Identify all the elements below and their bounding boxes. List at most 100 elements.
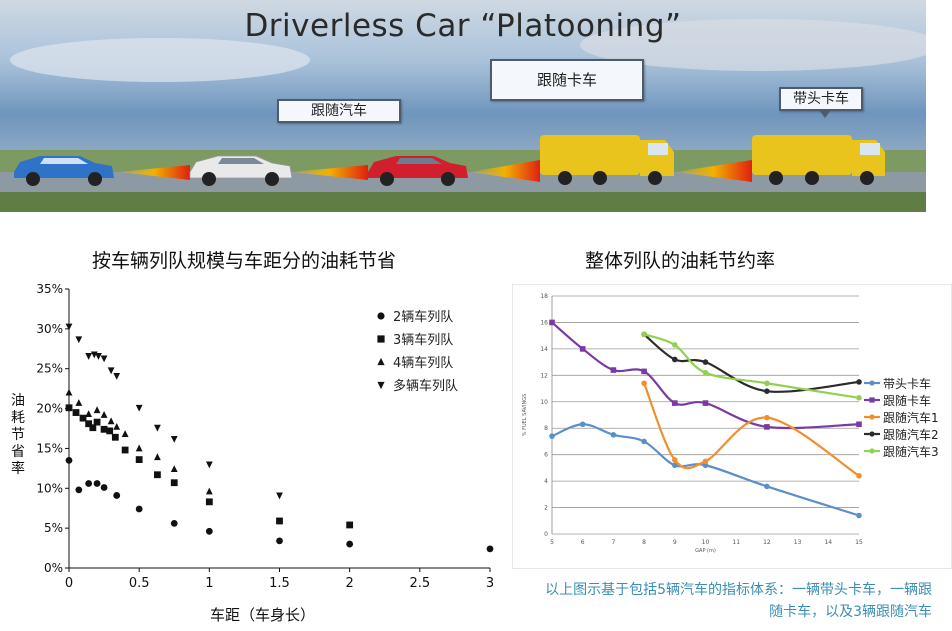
data-point <box>764 483 770 490</box>
y-tick-label: 0 <box>544 531 548 538</box>
data-point <box>764 388 770 394</box>
series-3 <box>65 388 213 495</box>
y-tick-label: 18 <box>540 293 548 300</box>
data-point <box>276 537 283 545</box>
series-2 <box>549 319 862 430</box>
data-point <box>89 424 97 432</box>
x-tick-label: 13 <box>794 539 802 546</box>
data-point <box>702 369 709 376</box>
x-tick-label: 1 <box>205 576 213 591</box>
x-tick-label: 9 <box>673 539 677 546</box>
data-point <box>672 457 678 463</box>
platooning-banner: Driverless Car “Platooning” 带头卡车 跟随卡车 跟随… <box>0 0 940 212</box>
data-point <box>65 323 73 331</box>
legend-label: 2辆车列队 <box>393 309 453 325</box>
platoon-fuel-savings-line-chart: 0 2 4 6 8 10 12 14 16 18 5 6 7 8 9 10 11 12 13 14 15 GAP (m)%… <box>512 284 952 569</box>
data-point <box>170 435 178 443</box>
data-point <box>672 400 678 406</box>
right-chart-title: 整体列队的油耗节约率 <box>585 250 776 272</box>
y-tick-label: 15% <box>36 441 63 455</box>
y-tick-label: 4 <box>544 478 548 485</box>
y-tick-label: 12 <box>540 372 548 379</box>
series-4 <box>65 323 283 500</box>
road-edge <box>0 192 926 212</box>
data-point <box>65 388 73 396</box>
follow-car-callout: 跟随汽车 <box>277 99 401 123</box>
data-point <box>672 356 678 363</box>
fuel-savings-scatter-chart: 0% 5% 10% 15% 20% 25% 30% 35% 0 0.5 1 1.5 2 2.5 3 2辆车列队… <box>36 282 494 591</box>
data-point <box>85 353 93 360</box>
legend-label: 4辆车列队 <box>393 355 453 371</box>
data-point <box>85 480 93 487</box>
data-point <box>154 453 161 461</box>
data-point <box>121 430 129 437</box>
left-chart-title: 按车辆列队规模与车距分的油耗节省 <box>92 250 397 272</box>
data-point <box>856 473 862 479</box>
data-point <box>154 471 161 479</box>
y-tick-label: 20% <box>36 402 63 416</box>
follow-truck <box>540 135 674 185</box>
y-tick-label: 14 <box>540 346 548 353</box>
data-point <box>135 505 143 513</box>
draft-trail <box>118 165 190 180</box>
x-tick-label: 7 <box>611 539 615 546</box>
data-point <box>486 545 494 553</box>
data-point <box>672 342 678 348</box>
x-tick-label: 6 <box>581 539 585 546</box>
chart-frame <box>512 284 952 569</box>
x-tick-label: 8 <box>642 539 646 546</box>
x-tick-label: 0.5 <box>129 576 150 591</box>
data-point <box>276 517 283 525</box>
x-axis-label: GAP (m) <box>695 548 716 554</box>
data-point <box>95 353 102 360</box>
data-point <box>579 346 586 352</box>
x-tick-label: 10 <box>702 539 710 546</box>
data-point <box>121 446 129 454</box>
legend-label: 跟随汽车3 <box>883 444 939 459</box>
cloud <box>580 19 940 71</box>
white-car <box>189 155 293 186</box>
data-point <box>170 519 178 527</box>
x-tick-label: 14 <box>824 539 832 546</box>
data-point <box>154 424 161 432</box>
draft-trail <box>470 160 540 182</box>
data-point <box>702 359 709 365</box>
blue-car <box>14 156 114 186</box>
legend-label: 带头卡车 <box>883 376 931 391</box>
data-point <box>610 367 617 373</box>
y-axis-label: % FUEL SAVINGS <box>522 394 528 436</box>
data-point <box>702 458 709 465</box>
x-tick-label: 11 <box>732 539 740 546</box>
y-tick-label: 25% <box>36 362 63 376</box>
data-point <box>205 527 213 535</box>
follow-truck-callout: 跟随卡车 <box>490 59 644 101</box>
data-point <box>113 372 121 380</box>
legend-marker <box>377 357 385 366</box>
series-1 <box>65 456 494 553</box>
legend-label: 跟随汽车2 <box>883 427 939 442</box>
data-point <box>641 331 647 338</box>
data-point <box>85 420 93 428</box>
data-point <box>135 404 143 412</box>
left-x-axis-label: 车距（车身长） <box>210 606 316 624</box>
data-point <box>856 421 862 428</box>
legend-marker <box>869 431 875 437</box>
data-point <box>276 492 283 500</box>
legend-label: 跟随卡车 <box>883 393 931 408</box>
data-point <box>205 498 213 506</box>
data-point <box>205 487 213 495</box>
legend-marker <box>869 380 875 386</box>
data-point <box>856 512 862 519</box>
data-point <box>549 433 555 439</box>
data-point <box>65 456 73 464</box>
data-point <box>113 492 121 499</box>
data-point <box>764 424 770 430</box>
data-point <box>100 425 108 433</box>
lead-truck-callout: 带头卡车 <box>779 87 863 118</box>
data-point <box>79 414 87 422</box>
data-point <box>610 432 617 438</box>
data-point <box>72 409 80 416</box>
data-point <box>113 423 121 430</box>
y-tick-label: 2 <box>544 505 548 512</box>
series-1 <box>549 421 862 519</box>
